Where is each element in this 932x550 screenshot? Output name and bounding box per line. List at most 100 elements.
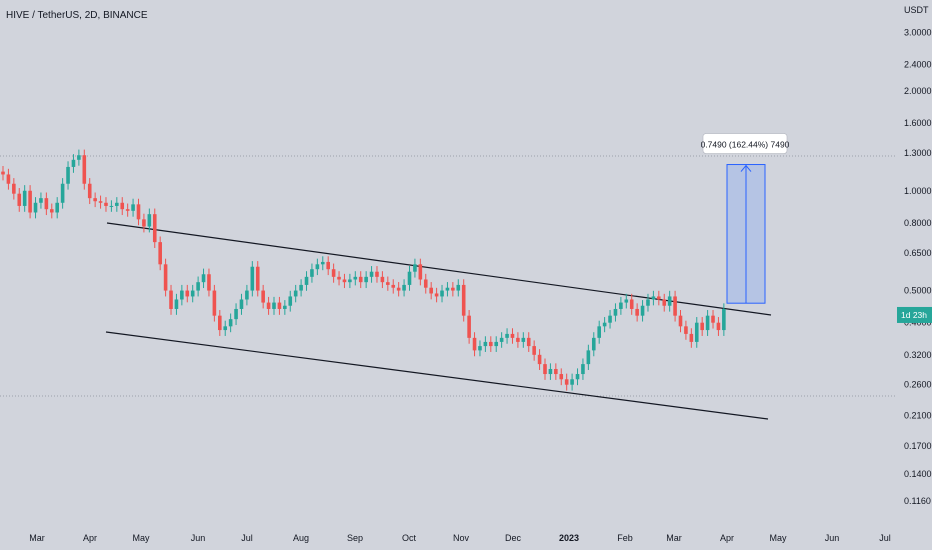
candle-body: [255, 266, 260, 291]
candle-body: [136, 204, 141, 220]
time-tick-label: May: [132, 533, 150, 543]
candle-body: [93, 198, 97, 202]
candle-body: [33, 202, 38, 213]
candle-body: [326, 261, 330, 270]
candle-body: [391, 284, 396, 288]
candle-body: [613, 308, 618, 316]
candle-body: [413, 264, 417, 272]
candle-body: [364, 276, 368, 283]
candle-body: [353, 276, 358, 280]
candle-body: [234, 308, 238, 320]
candle-body: [98, 201, 103, 203]
candle-body: [201, 274, 206, 283]
candle-body: [348, 279, 352, 283]
time-tick-label: Jul: [879, 533, 891, 543]
time-tick-label: Mar: [666, 533, 682, 543]
candle-body: [624, 299, 629, 303]
candle-body: [66, 166, 70, 184]
candle-body: [169, 290, 173, 309]
candle-body: [711, 315, 715, 323]
candle-body: [640, 305, 645, 316]
candle-body: [163, 264, 168, 291]
price-tick-label: 1.0000: [904, 186, 932, 196]
candle-body: [608, 315, 612, 323]
candle-body: [635, 308, 639, 316]
candle-body: [288, 296, 293, 306]
candle-body: [331, 269, 336, 277]
candle-body: [277, 302, 282, 309]
candle-body: [619, 302, 623, 309]
candle-body: [239, 299, 244, 309]
candle-body: [120, 202, 125, 210]
candle-body: [17, 193, 22, 206]
current-price-label: 1d 23h: [901, 310, 927, 320]
candle-body: [396, 287, 401, 291]
price-tick-label: 1.6000: [904, 118, 932, 128]
candle-body: [700, 322, 704, 331]
measure-tool[interactable]: 0.7490 (162.44%) 7490: [701, 133, 790, 304]
candle-body: [109, 205, 114, 207]
time-tick-label: Jun: [825, 533, 840, 543]
candles[interactable]: [1, 149, 726, 391]
time-tick-label: Jun: [191, 533, 206, 543]
candle-body: [131, 204, 135, 211]
candle-body: [358, 276, 363, 283]
candle-body: [402, 284, 406, 291]
candle-body: [548, 368, 553, 375]
price-tick-label: 0.2100: [904, 410, 932, 420]
time-tick-label: Oct: [402, 533, 417, 543]
channel-trendlines[interactable]: [105, 222, 772, 420]
candle-body: [581, 364, 585, 375]
price-tick-label: 0.8000: [904, 218, 932, 228]
candle-body: [71, 159, 76, 167]
candle-body: [467, 315, 471, 338]
candle-body: [526, 337, 531, 347]
candle-body: [342, 279, 347, 283]
candle-body: [678, 315, 683, 327]
candle-body: [337, 276, 341, 280]
price-axis[interactable]: USDT 3.0000 2.4000 2.0000 1.6000 1.3000 1.000…: [897, 5, 932, 506]
candle-body: [456, 284, 461, 291]
candle-body: [293, 290, 298, 297]
time-tick-label: May: [769, 533, 787, 543]
candle-body: [315, 264, 320, 270]
measure-arrow-head: [740, 164, 752, 172]
candle-body: [125, 209, 130, 211]
candle-body: [494, 341, 499, 347]
candle-body: [87, 183, 92, 199]
time-tick-label: Aug: [293, 533, 309, 543]
candle-body: [39, 198, 43, 203]
candle-body: [12, 183, 16, 194]
time-axis[interactable]: Mar Apr May Jun Jul Aug Sep Oct Nov Dec 2023 Feb Mar…: [29, 533, 891, 543]
candle-body: [705, 315, 710, 331]
price-tick-label: 2.0000: [904, 86, 932, 96]
time-tick-label: Dec: [505, 533, 522, 543]
candle-body: [310, 269, 314, 277]
candle-body: [147, 214, 152, 227]
candle-body: [223, 326, 228, 331]
candle-body: [28, 190, 32, 213]
candle-body: [543, 364, 547, 375]
candle-body: [380, 276, 385, 283]
candle-body: [245, 290, 249, 300]
candle-body: [537, 354, 542, 365]
price-tick-label: 0.1160: [904, 496, 931, 506]
candle-body: [185, 290, 190, 297]
candle-body: [6, 174, 11, 184]
candle-body: [272, 302, 276, 309]
candle-body: [575, 374, 580, 380]
candle-body: [218, 315, 222, 331]
candle-body: [554, 368, 558, 375]
candle-body: [158, 242, 162, 265]
candle-body: [369, 271, 374, 277]
candle-body: [60, 183, 65, 203]
candle-body: [461, 284, 466, 316]
candle-body: [228, 319, 233, 327]
price-tick-label: 0.3200: [904, 350, 932, 360]
current-price-badge: [897, 306, 932, 323]
symbol-title[interactable]: HIVE / TetherUS, 2D, BINANCE: [6, 10, 148, 21]
time-tick-label: Jul: [241, 533, 253, 543]
candle-body: [423, 279, 428, 288]
